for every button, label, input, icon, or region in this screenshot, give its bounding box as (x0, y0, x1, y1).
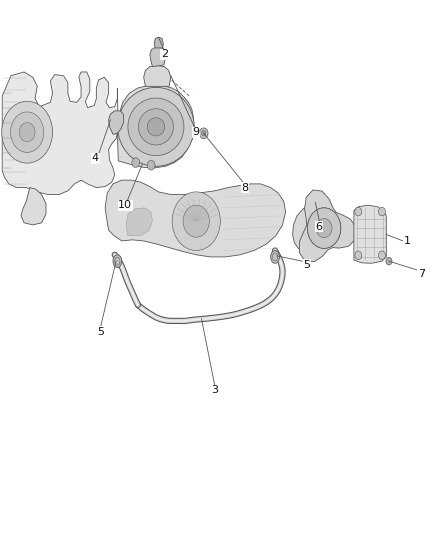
Text: 9: 9 (193, 127, 200, 137)
Text: 8: 8 (242, 183, 249, 192)
Text: 7: 7 (418, 269, 425, 279)
Circle shape (314, 216, 334, 240)
Circle shape (378, 207, 385, 216)
Circle shape (147, 160, 155, 170)
Text: 1: 1 (404, 236, 411, 246)
Circle shape (183, 205, 209, 237)
Circle shape (19, 123, 35, 142)
Polygon shape (117, 85, 194, 168)
Circle shape (386, 257, 392, 265)
Ellipse shape (128, 98, 184, 156)
Circle shape (355, 207, 362, 216)
Text: 4: 4 (92, 154, 99, 163)
Polygon shape (293, 203, 328, 252)
Circle shape (378, 251, 385, 260)
Polygon shape (144, 66, 171, 86)
Circle shape (132, 158, 140, 167)
Polygon shape (299, 190, 357, 262)
Text: 5: 5 (97, 327, 104, 336)
Polygon shape (105, 180, 286, 257)
Circle shape (15, 127, 27, 142)
Circle shape (199, 128, 208, 139)
Circle shape (316, 219, 332, 238)
Polygon shape (154, 37, 163, 48)
Text: 10: 10 (118, 200, 132, 210)
Ellipse shape (113, 255, 122, 268)
Circle shape (172, 192, 220, 251)
Text: 6: 6 (315, 222, 322, 231)
Polygon shape (109, 111, 124, 134)
Text: 5: 5 (303, 260, 310, 270)
Circle shape (307, 208, 341, 248)
Circle shape (11, 112, 44, 152)
Text: 2: 2 (161, 50, 168, 59)
Ellipse shape (117, 87, 194, 166)
Circle shape (2, 101, 53, 163)
Circle shape (9, 119, 33, 149)
Ellipse shape (147, 118, 165, 136)
Circle shape (307, 208, 341, 248)
Polygon shape (354, 205, 386, 263)
Polygon shape (150, 47, 166, 67)
Polygon shape (126, 208, 152, 236)
Ellipse shape (271, 251, 279, 263)
Circle shape (201, 131, 206, 136)
Text: 3: 3 (211, 385, 218, 395)
Circle shape (355, 251, 362, 260)
Polygon shape (21, 188, 46, 225)
Ellipse shape (138, 109, 173, 145)
Polygon shape (2, 72, 118, 195)
